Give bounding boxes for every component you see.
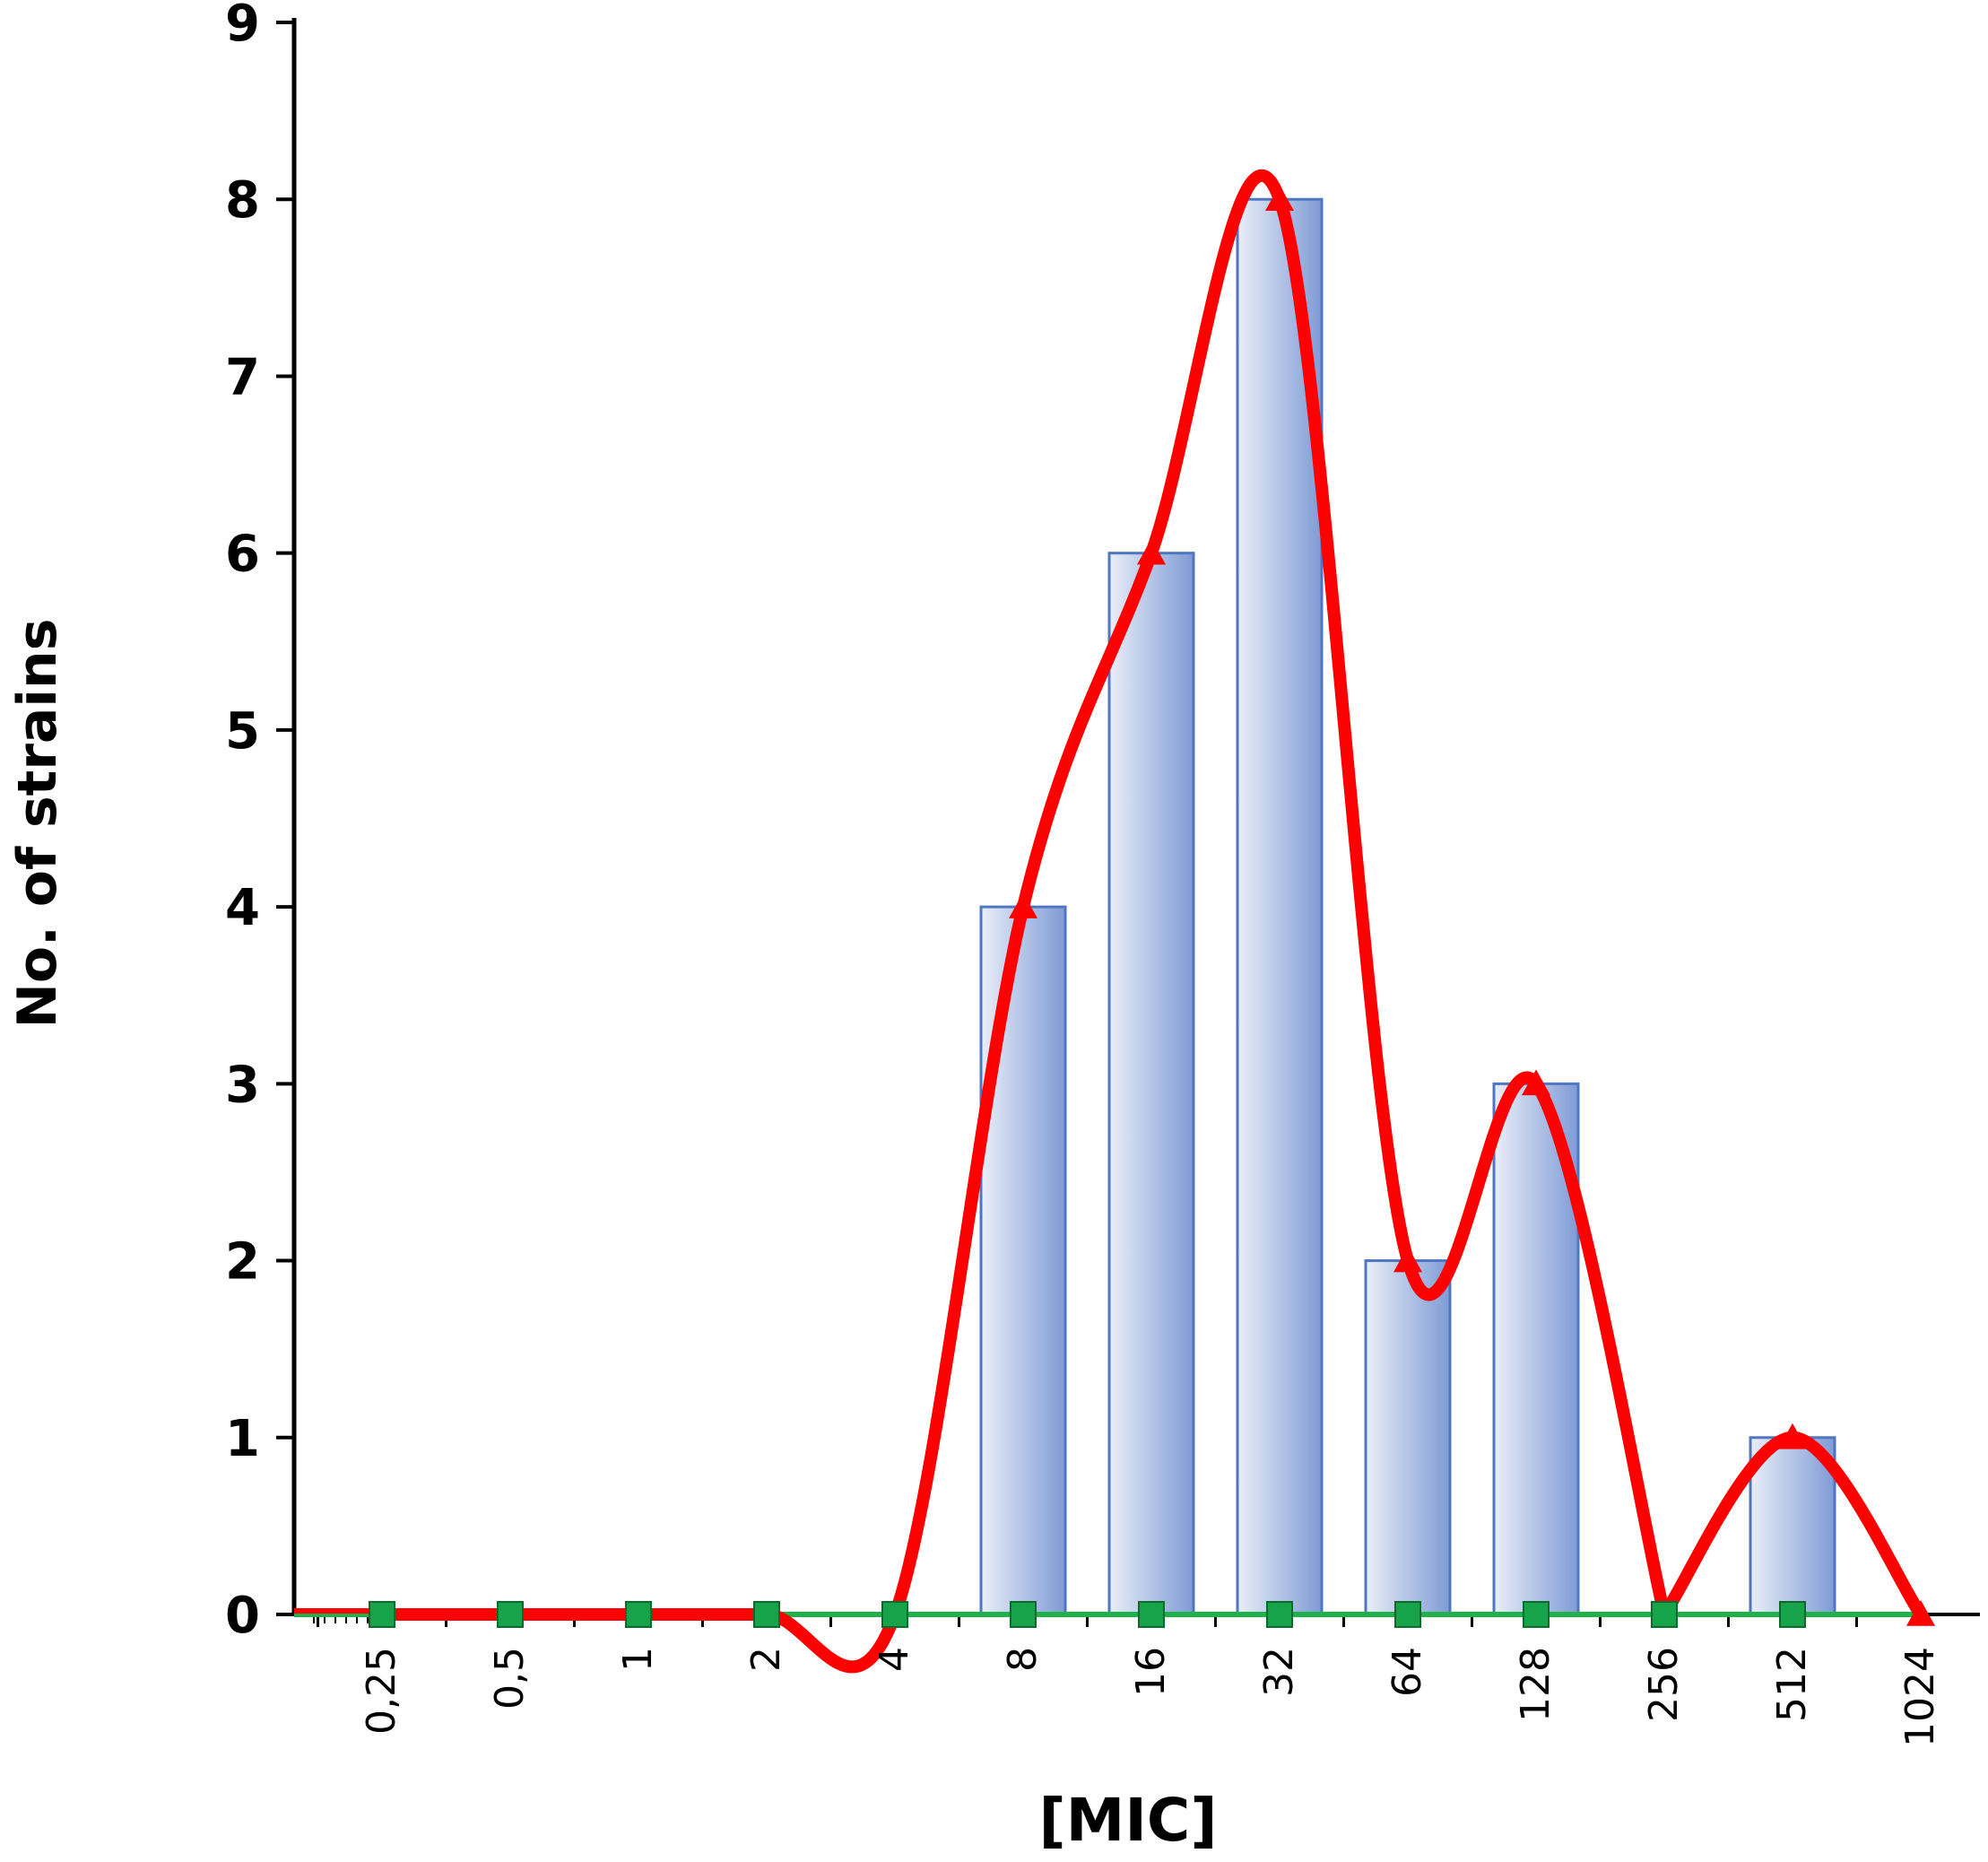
baseline-marker-1 [625, 1601, 652, 1628]
markers-layer [369, 185, 1935, 1628]
bars-layer [979, 197, 1836, 1616]
y-tick-label: 7 [225, 348, 260, 406]
y-tick-label: 3 [225, 1056, 260, 1114]
bar-16 [1107, 552, 1195, 1616]
x-tick-label: 1 [615, 1647, 661, 1672]
baseline-marker-0,25 [369, 1601, 395, 1628]
y-tick-label: 9 [225, 0, 260, 53]
baseline-marker-128 [1523, 1601, 1550, 1628]
x-tick-label: 4 [872, 1647, 917, 1672]
x-tick-label: 2 [743, 1647, 789, 1672]
x-tick-label: 0,25 [359, 1647, 404, 1735]
baseline-marker-8 [1010, 1601, 1037, 1628]
curve-marker-512 [1778, 1423, 1807, 1449]
bar-64 [1364, 1259, 1452, 1616]
baseline-marker-64 [1394, 1601, 1421, 1628]
x-tick-label: 32 [1256, 1647, 1302, 1697]
lines-layer [294, 169, 1927, 1674]
y-tick-label: 6 [225, 526, 260, 584]
x-tick-label: 8 [1000, 1647, 1046, 1672]
y-tick-label: 5 [225, 702, 260, 761]
y-tick-label: 2 [225, 1233, 260, 1292]
curve-marker-16 [1137, 538, 1166, 565]
x-tick-label: 1024 [1897, 1647, 1943, 1747]
labels-layer: 0 1 2 3 4 5 6 7 8 9 0,25 0,5 1 2 4 8 16 32 64 128 256 512 1024 [225, 0, 1943, 1747]
curve-marker-32 [1265, 185, 1294, 212]
y-tick-label: 8 [225, 171, 260, 230]
baseline-marker-512 [1779, 1601, 1806, 1628]
curve-marker-8 [1009, 892, 1037, 918]
baseline-marker-256 [1651, 1601, 1678, 1628]
curve-marker-128 [1522, 1069, 1550, 1096]
baseline-marker-2 [753, 1601, 780, 1628]
x-tick-label: 512 [1769, 1647, 1815, 1722]
y-tick-label: 0 [225, 1587, 260, 1645]
bar-8 [979, 905, 1067, 1616]
x-tick-label: 256 [1641, 1647, 1687, 1722]
baseline-marker-16 [1138, 1601, 1165, 1628]
x-tick-label: 0,5 [487, 1647, 533, 1710]
baseline-marker-0,5 [497, 1601, 524, 1628]
bar-32 [1236, 197, 1324, 1616]
x-tick-label: 64 [1385, 1647, 1430, 1697]
curve-marker-1024 [1906, 1600, 1935, 1626]
baseline-marker-32 [1266, 1601, 1293, 1628]
y-axis-title: No. of strains [6, 619, 69, 1029]
y-tick-label: 1 [225, 1410, 260, 1468]
baseline-marker-4 [881, 1601, 908, 1628]
curve-marker-64 [1393, 1246, 1422, 1273]
y-tick-label: 4 [225, 879, 260, 937]
x-tick-label: 128 [1513, 1647, 1558, 1722]
x-axis-title: [MIC] [1039, 1786, 1218, 1855]
x-tick-label: 16 [1128, 1647, 1174, 1697]
